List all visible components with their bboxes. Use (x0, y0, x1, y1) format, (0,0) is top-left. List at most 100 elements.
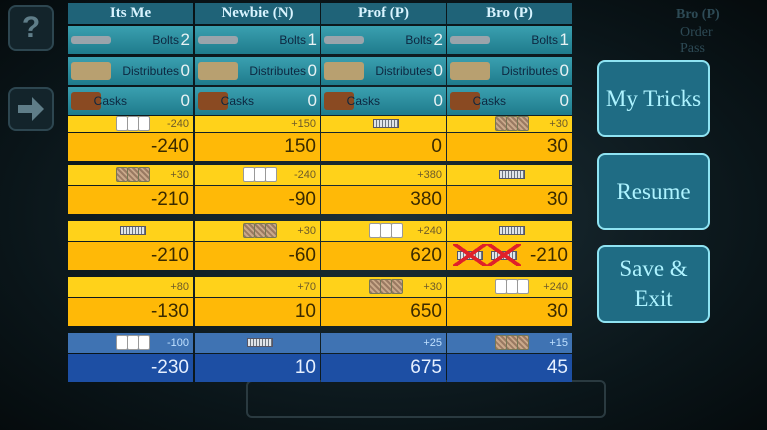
change-cell (321, 116, 446, 132)
running-total: 150 (284, 136, 316, 157)
score-change: +30 (170, 168, 189, 181)
total-cell: -230 (68, 354, 193, 382)
score-change: +25 (423, 336, 442, 349)
stat-value: 0 (180, 61, 190, 80)
stat-label: Distributes (122, 64, 179, 78)
total-cell: 675 (321, 354, 446, 382)
icon (495, 279, 535, 295)
bolt-icon (373, 119, 399, 128)
stat-icon (324, 36, 364, 44)
running-total: 650 (410, 301, 442, 322)
change-cell: +30 (195, 221, 320, 241)
total-cell: -240 (68, 133, 193, 161)
menu-button[interactable]: Save & Exit (597, 245, 710, 323)
running-total: -210 (150, 189, 189, 210)
stat-label: Bolts (531, 33, 558, 47)
stat-icon (198, 62, 238, 80)
stat-label: Bolts (405, 33, 432, 47)
bolt-icon (120, 226, 146, 235)
stat-label: Distributes (249, 64, 306, 78)
bolt-icon (247, 338, 273, 347)
icon (116, 335, 156, 351)
background-player: Bro (P) (676, 7, 720, 22)
change-cell: +80 (68, 277, 193, 297)
change-cell: -240 (195, 165, 320, 185)
score-change: +30 (297, 224, 316, 237)
running-total: -60 (288, 245, 316, 266)
running-total: 380 (410, 189, 442, 210)
stat-cell: Distributes 0 (321, 57, 446, 85)
change-cell (447, 221, 572, 241)
stat-value: 0 (433, 61, 443, 80)
total-cell: 0 (321, 133, 446, 161)
stat-cell: Casks 0 (195, 87, 320, 115)
score-change: -100 (166, 336, 189, 349)
icon (116, 167, 156, 183)
change-cell: +150 (195, 116, 320, 132)
stat-label: Casks (346, 94, 380, 108)
column-header: Bro (P) (447, 3, 572, 24)
background-text: Order (680, 25, 713, 40)
help-button[interactable]: ? (8, 5, 54, 51)
bolt-icon (499, 226, 525, 235)
total-cell: 30 (447, 133, 572, 161)
change-cell: +30 (447, 116, 572, 132)
cross-mark (453, 244, 487, 266)
total-cell: 150 (195, 133, 320, 161)
total-cell: -210 (447, 242, 572, 270)
card-back-icon (138, 167, 150, 182)
total-cell: 620 (321, 242, 446, 270)
stat-label: Bolts (152, 33, 179, 47)
change-cell (68, 221, 193, 241)
bolt-icon (499, 170, 525, 179)
total-cell: 45 (447, 354, 572, 382)
icon (369, 279, 409, 295)
icon (495, 167, 535, 183)
score-change: +70 (297, 280, 316, 293)
total-cell: -60 (195, 242, 320, 270)
icon (495, 335, 535, 351)
total-cell: 10 (195, 354, 320, 382)
score-change: +30 (549, 117, 568, 130)
change-cell: +30 (68, 165, 193, 185)
card-back-icon (517, 116, 529, 131)
total-cell: -130 (68, 298, 193, 326)
menu-button[interactable]: My Tricks (597, 60, 710, 137)
total-cell: -90 (195, 186, 320, 214)
icon (116, 116, 156, 132)
running-total: -90 (288, 189, 316, 210)
change-cell: +70 (195, 277, 320, 297)
stat-cell: Distributes 0 (68, 57, 193, 85)
running-total: 0 (431, 136, 442, 157)
stat-icon (71, 92, 101, 110)
stat-cell: Bolts 1 (447, 26, 572, 54)
total-cell: -210 (68, 186, 193, 214)
stat-value: 0 (307, 91, 317, 110)
score-change: +80 (170, 280, 189, 293)
score-change: +30 (423, 280, 442, 293)
stat-icon (198, 36, 238, 44)
running-total: 30 (546, 136, 568, 157)
stat-cell: Casks 0 (447, 87, 572, 115)
total-cell: 30 (447, 298, 572, 326)
running-total: 620 (410, 245, 442, 266)
stat-icon (198, 92, 228, 110)
change-cell: +15 (447, 333, 572, 353)
stat-value: 0 (433, 91, 443, 110)
running-total: -240 (150, 136, 189, 157)
running-total: -210 (150, 245, 189, 266)
running-total: -130 (150, 301, 189, 322)
stat-label: Bolts (279, 33, 306, 47)
running-total: 45 (546, 357, 568, 378)
stat-icon (71, 36, 111, 44)
change-cell: +25 (321, 333, 446, 353)
card-back-icon (391, 279, 403, 294)
change-cell: +240 (447, 277, 572, 297)
menu-button[interactable]: Resume (597, 153, 710, 230)
icon (369, 223, 409, 239)
stat-cell: Casks 0 (68, 87, 193, 115)
change-cell: +380 (321, 165, 446, 185)
next-button[interactable] (8, 87, 54, 131)
stat-icon (324, 62, 364, 80)
